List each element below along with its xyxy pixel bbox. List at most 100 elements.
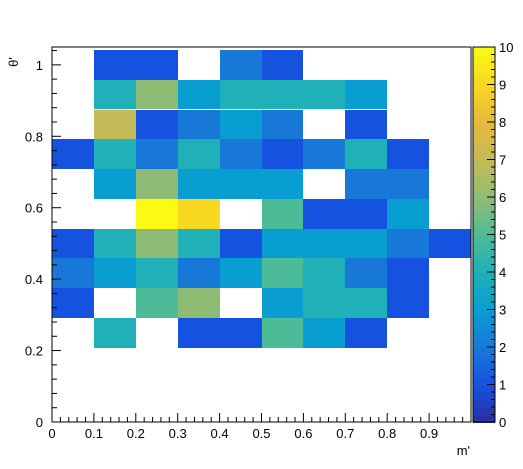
colorbar-segment [473, 219, 495, 228]
colorbar: 0 1 2 3 4 5 6 7 8 9 10 [472, 40, 513, 430]
colorbar-segment [473, 47, 495, 56]
colorbar-tick-label: 1 [499, 378, 506, 393]
colorbar-segment [473, 294, 495, 303]
y-tick-label: 0.8 [25, 129, 43, 144]
axes: 0 0.1 0.2 0.3 0.4 0.5 0.6 0.7 0.8 0.9 0 0.2 0.4 0.6 0.… [25, 46, 472, 441]
heatmap-cell [220, 258, 262, 288]
heatmap-cell [387, 288, 429, 318]
heatmap-cell [262, 199, 303, 229]
x-tick-label: 0.2 [127, 426, 145, 441]
heatmap-cell [178, 258, 220, 288]
x-tick-label: 0 [48, 426, 55, 441]
heatmap-cell [262, 258, 303, 288]
colorbar-segment [473, 377, 495, 386]
colorbar-segment [473, 84, 495, 93]
colorbar-segment [473, 92, 495, 101]
heatmap-cell [345, 258, 387, 288]
heatmap-cell [178, 80, 220, 109]
x-tick-label: 0.6 [294, 426, 312, 441]
heatmap-cell [345, 229, 387, 258]
colorbar-tick-label: 3 [499, 303, 506, 318]
heatmap-cell [178, 139, 220, 169]
x-tick-label: 0.4 [211, 426, 229, 441]
colorbar-segment [473, 189, 495, 198]
colorbar-segment [473, 354, 495, 363]
colorbar-segment [473, 54, 495, 63]
heatmap-cell [387, 199, 429, 229]
colorbar-segment [473, 407, 495, 416]
heatmap-cells [52, 50, 471, 348]
heatmap-cell [345, 199, 387, 229]
colorbar-segment [473, 99, 495, 108]
heatmap-cell [178, 110, 220, 139]
colorbar-segment [473, 317, 495, 326]
colorbar-tick-label: 5 [499, 228, 506, 243]
heatmap-cell [220, 229, 262, 258]
heatmap-cell [178, 318, 220, 348]
colorbar-segment [473, 332, 495, 341]
colorbar-tick-label: 6 [499, 190, 506, 205]
colorbar-segment [473, 204, 495, 213]
heatmap-cell [303, 199, 345, 229]
x-tick-label: 0.8 [378, 426, 396, 441]
x-tick-label: 0.1 [85, 426, 103, 441]
colorbar-segment [473, 107, 495, 116]
heatmap-cell [220, 50, 262, 80]
colorbar-tick-label: 0 [499, 415, 506, 430]
heatmap-cell [303, 318, 345, 348]
colorbar-segment [473, 257, 495, 266]
heatmap-cell [220, 110, 262, 139]
colorbar-tick-label: 9 [499, 78, 506, 93]
heatmap-cell [387, 258, 429, 288]
y-tick-label: 0 [36, 415, 43, 430]
heatmap-cell [262, 139, 303, 169]
heatmap-cell [429, 229, 471, 258]
colorbar-tick-label: 4 [499, 265, 506, 280]
colorbar-segment [473, 114, 495, 123]
x-tick-label: 0.7 [336, 426, 354, 441]
heatmap-cell [220, 139, 262, 169]
heatmap-cell [94, 318, 136, 348]
x-tick-label: 0.9 [420, 426, 438, 441]
heatmap-cell [178, 169, 220, 199]
heatmap-cell [262, 229, 303, 258]
colorbar-segment [473, 264, 495, 273]
heatmap-cell [345, 80, 387, 109]
colorbar-segment [473, 414, 495, 423]
colorbar-segment [473, 287, 495, 296]
heatmap-cell [262, 288, 303, 318]
colorbar-segment [473, 234, 495, 243]
heatmap-cell [178, 229, 220, 258]
colorbar-segment [473, 392, 495, 401]
colorbar-tick-label: 8 [499, 115, 506, 130]
heatmap-cell [52, 229, 94, 258]
colorbar-segment [473, 167, 495, 176]
heatmap-cell [136, 50, 178, 80]
heatmap-cell [220, 318, 262, 348]
colorbar-segment [473, 122, 495, 131]
heatmap-cell [387, 229, 429, 258]
heatmap-cell [262, 110, 303, 139]
heatmap-cell [136, 229, 178, 258]
colorbar-tick-label: 2 [499, 340, 506, 355]
heatmap-cell [94, 50, 136, 80]
y-axis-label: θ' [6, 57, 21, 67]
colorbar-tick-label: 10 [499, 40, 513, 55]
heatmap-cell [303, 139, 345, 169]
colorbar-segment [473, 144, 495, 153]
heatmap-cell [303, 288, 345, 318]
heatmap-cell [94, 229, 136, 258]
heatmap-cell [220, 80, 262, 109]
colorbar-segment [473, 272, 495, 281]
heatmap-cell [220, 169, 262, 199]
colorbar-segment [473, 212, 495, 221]
colorbar-segment [473, 152, 495, 161]
colorbar-segment [473, 242, 495, 251]
heatmap-cell [345, 110, 387, 139]
colorbar-segment [473, 182, 495, 191]
heatmap-cell [52, 288, 94, 318]
heatmap-cell [94, 169, 136, 199]
heatmap-cell [178, 288, 220, 318]
